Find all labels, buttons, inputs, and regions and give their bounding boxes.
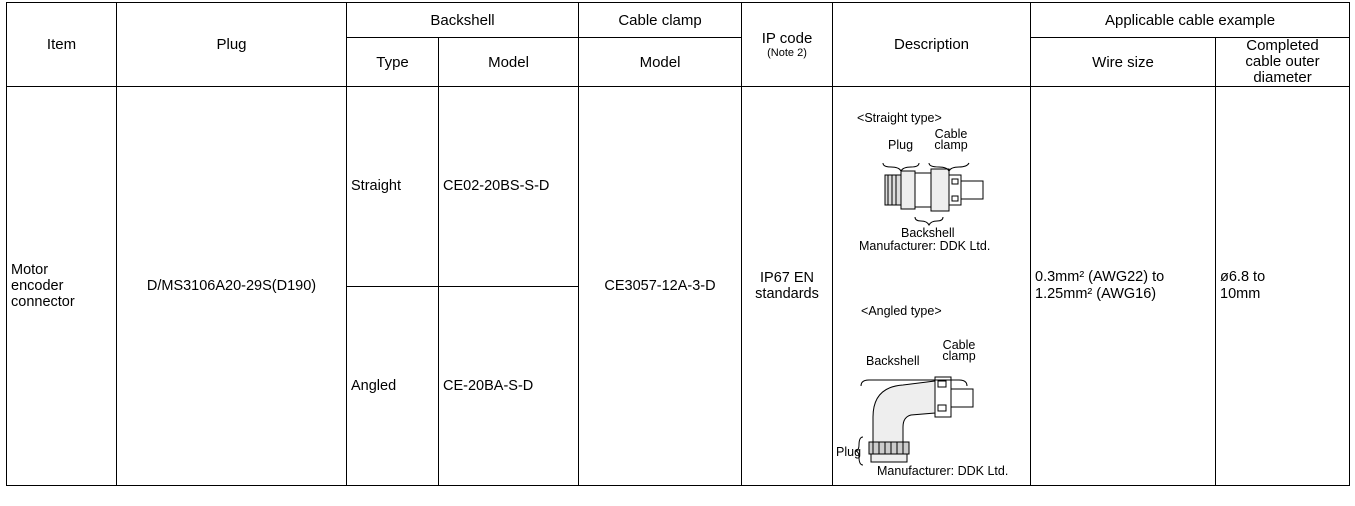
header-plug: Plug (116, 2, 347, 87)
header-item: Item (6, 2, 117, 87)
header-type: Type (346, 37, 439, 87)
angled-cable-clamp: Cable clamp (942, 338, 976, 363)
backshell-model: CE-20BA-S-D (437, 285, 580, 486)
header-wire-size: Wire size (1030, 37, 1217, 87)
outer-diameter-cell: ø6.8 to 10mm (1215, 86, 1351, 486)
header-outer-diameter: Completed cable outer diameter (1215, 37, 1351, 87)
angled-manufacturer: Manufacturer: DDK Ltd. (877, 464, 1009, 478)
connector-illustrations (854, 162, 984, 466)
wire-size: 0.3mm² (AWG22) to 1.25mm² (AWG16) (1035, 269, 1165, 302)
straight-cable-clamp: Cable clamp (934, 127, 968, 152)
description: <Straight type> Plug Cable clamp Backshe… (833, 87, 1031, 485)
angled-plug: Plug (836, 445, 862, 459)
backshell-type: Straight (346, 86, 439, 287)
connector-table: Item Plug Backshell Cable clamp IP code(… (6, 2, 1351, 486)
outer-diameter: ø6.8 to 10mm (1220, 269, 1266, 302)
straight-connector (882, 162, 984, 227)
backshell-model: CE02-20BS-S-D (437, 86, 580, 287)
angled-connector (854, 376, 974, 466)
angled-title: <Angled type> (861, 304, 942, 318)
ip-code-value: IP67 EN standards (755, 270, 819, 302)
straight-plug: Plug (888, 138, 914, 152)
straight-backshell: Backshell (901, 226, 955, 240)
ip-code-cell: IP67 EN standards (741, 86, 834, 486)
angled-backshell: Backshell (866, 354, 920, 368)
item: Motor encoder connector (11, 262, 75, 310)
straight-title: <Straight type> (857, 111, 942, 125)
backshell-type: Angled (346, 285, 439, 486)
description-cell: <Straight type> Plug Cable clamp Backshe… (832, 86, 1032, 486)
wire-size-cell: 0.3mm² (AWG22) to 1.25mm² (AWG16) (1030, 86, 1217, 486)
item-cell: Motor encoder connector (6, 86, 117, 486)
ip-note: (Note 2) (767, 47, 807, 59)
outer-diameter-label: Completed cable outer diameter (1245, 37, 1320, 86)
header-backshell-model: Model (437, 37, 580, 87)
header-clamp-model: Model (578, 37, 743, 87)
header-ip-code: IP code (Note 2) (741, 2, 834, 87)
cable-clamp-model: CE3057-12A-3-D (578, 86, 743, 486)
plug: D/MS3106A20-29S(D190) (116, 86, 347, 486)
ip-code: IP code (761, 30, 813, 47)
header-applicable-cable: Applicable cable example (1030, 2, 1351, 38)
straight-manufacturer: Manufacturer: DDK Ltd. (859, 239, 991, 253)
header-cable-clamp: Cable clamp (578, 2, 743, 38)
header-backshell: Backshell (345, 2, 580, 38)
header-description: Description (832, 2, 1032, 87)
